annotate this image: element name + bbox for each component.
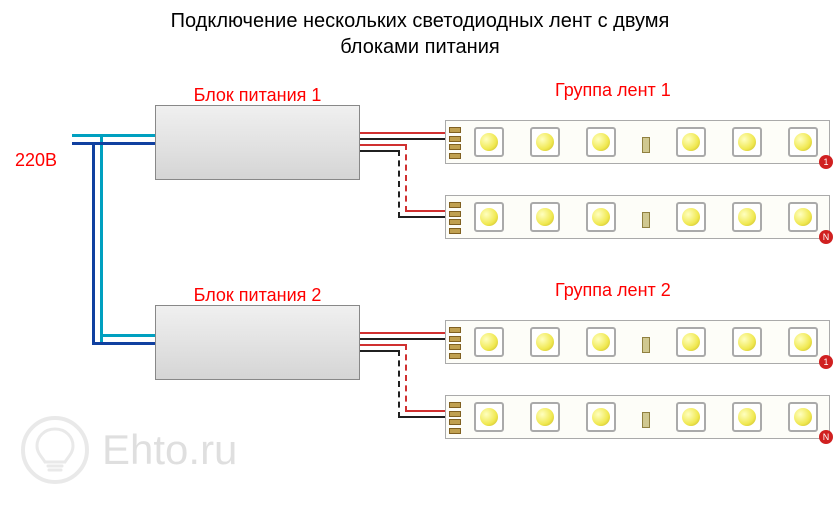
led-row xyxy=(474,327,818,357)
led-chip xyxy=(530,327,560,357)
led-chip xyxy=(530,402,560,432)
led-chip xyxy=(474,202,504,232)
wiring-diagram: 220В Блок питания 1 Блок питания 2 Групп… xyxy=(0,70,840,510)
voltage-label: 220В xyxy=(15,150,57,171)
led-row xyxy=(474,402,818,432)
solder-pads xyxy=(449,202,463,234)
ac-wire xyxy=(72,142,94,145)
ac-wire xyxy=(92,142,95,344)
dc-wire xyxy=(360,332,445,334)
led-chip xyxy=(474,327,504,357)
bulb-icon xyxy=(20,415,90,485)
led-row xyxy=(474,127,818,157)
led-chip xyxy=(788,402,818,432)
solder-pads xyxy=(449,327,463,359)
solder-pads xyxy=(449,127,463,159)
led-strip: 1 xyxy=(445,120,830,164)
led-chip xyxy=(586,127,616,157)
dc-wire xyxy=(360,338,445,340)
dc-wire xyxy=(405,410,445,412)
dc-wire xyxy=(405,344,407,412)
led-strip: N xyxy=(445,395,830,439)
dc-wire xyxy=(398,350,400,418)
dc-wire xyxy=(360,144,405,146)
led-chip xyxy=(530,202,560,232)
ac-wire xyxy=(100,334,155,337)
group-1-label: Группа лент 1 xyxy=(555,80,671,101)
dc-wire xyxy=(405,144,407,212)
led-chip xyxy=(788,127,818,157)
led-chip xyxy=(788,327,818,357)
dc-wire xyxy=(360,344,405,346)
title-line1: Подключение нескольких светодиодных лент… xyxy=(0,8,840,34)
dc-wire xyxy=(398,150,400,218)
led-chip xyxy=(676,402,706,432)
dc-wire xyxy=(405,210,445,212)
dc-wire xyxy=(360,132,445,134)
led-chip xyxy=(474,402,504,432)
ac-wire xyxy=(92,142,155,145)
strip-index-badge: N xyxy=(819,430,833,444)
solder-pads xyxy=(449,402,463,434)
psu-2-label: Блок питания 2 xyxy=(155,285,360,306)
ac-wire xyxy=(100,134,155,137)
strip-index-badge: 1 xyxy=(819,155,833,169)
psu-1-label: Блок питания 1 xyxy=(155,85,360,106)
led-row xyxy=(474,202,818,232)
resistor xyxy=(642,337,650,353)
led-strip: N xyxy=(445,195,830,239)
led-strip: 1 xyxy=(445,320,830,364)
ac-wire xyxy=(100,134,103,344)
dc-wire xyxy=(360,350,399,352)
led-chip xyxy=(788,202,818,232)
led-chip xyxy=(732,327,762,357)
dc-wire xyxy=(398,216,445,218)
led-chip xyxy=(732,127,762,157)
psu-1 xyxy=(155,105,360,180)
resistor xyxy=(642,137,650,153)
strip-index-badge: N xyxy=(819,230,833,244)
title-line2: блоками питания xyxy=(0,34,840,60)
group-2-label: Группа лент 2 xyxy=(555,280,671,301)
strip-index-badge: 1 xyxy=(819,355,833,369)
led-chip xyxy=(732,402,762,432)
psu-2 xyxy=(155,305,360,380)
led-chip xyxy=(676,327,706,357)
watermark-text: Ehto.ru xyxy=(102,426,237,474)
led-chip xyxy=(676,202,706,232)
led-chip xyxy=(732,202,762,232)
dc-wire xyxy=(360,138,445,140)
led-chip xyxy=(586,202,616,232)
led-chip xyxy=(586,327,616,357)
ac-wire xyxy=(92,342,155,345)
resistor xyxy=(642,412,650,428)
dc-wire xyxy=(360,150,399,152)
resistor xyxy=(642,212,650,228)
led-chip xyxy=(586,402,616,432)
ac-wire xyxy=(72,134,102,137)
led-chip xyxy=(474,127,504,157)
dc-wire xyxy=(398,416,445,418)
watermark: Ehto.ru xyxy=(20,415,237,485)
led-chip xyxy=(676,127,706,157)
led-chip xyxy=(530,127,560,157)
